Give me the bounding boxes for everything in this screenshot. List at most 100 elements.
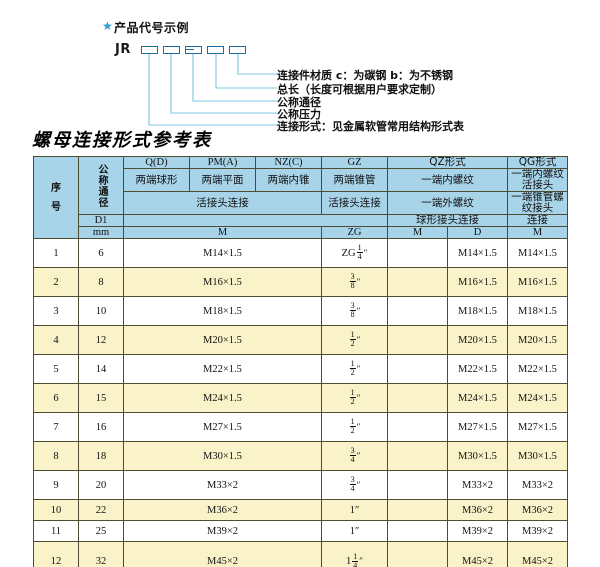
- leader-lines: [148, 54, 277, 126]
- cell-seq: 4: [33, 325, 79, 356]
- cell-seq: 10: [33, 499, 79, 522]
- cell-thread-m: M45×2: [123, 541, 322, 567]
- cell-qg-m: M27×1.5: [507, 412, 568, 443]
- annotation-nominal-bore: 公称通径: [277, 96, 321, 109]
- code-dash: [186, 49, 194, 51]
- annotation-material: 连接件材质 c：为碳钢 b：为不锈钢: [277, 69, 454, 82]
- cell-qz-d: M14×1.5: [447, 238, 508, 269]
- header-desc-nzc: 两端内锥: [255, 168, 322, 193]
- cell-thread-m: M27×1.5: [123, 412, 322, 443]
- cell-seq: 12: [33, 541, 79, 567]
- annotation-total-length: 总长（长度可根据用户要求定制）: [277, 83, 442, 96]
- table-title: 螺母连接形式参考表: [32, 130, 212, 151]
- cell-seq: 9: [33, 470, 79, 501]
- cell-gz-zg: 3 4 ″: [321, 441, 388, 472]
- cell-seq: 11: [33, 520, 79, 543]
- cell-thread-m: M39×2: [123, 520, 322, 543]
- header-conn-left: 活接头连接: [123, 191, 322, 216]
- cell-thread-m: M14×1.5: [123, 238, 322, 269]
- product-code-prefix: JR: [115, 42, 131, 57]
- header-nominal-bore-label: 公称通径: [96, 163, 107, 208]
- cell-gz-zg: 1 2 ″: [321, 412, 388, 443]
- header-conn2-qz: 球形接头连接: [387, 214, 508, 228]
- header-unit-qz-d: D: [447, 226, 508, 240]
- cell-qz-d: M39×2: [447, 520, 508, 543]
- header-conn-gz: 活接头连接: [321, 191, 388, 216]
- header-nominal-bore: 公称通径: [78, 155, 124, 216]
- header-unit-qz-m: M: [387, 226, 448, 240]
- header-desc-gz: 两端锥管: [321, 168, 388, 193]
- header-row-codes: 序 号 公称通径 Q(D) PM(A) NZ(C) GZ QZ形式 QG形式: [33, 155, 568, 240]
- cell-qz-m: [387, 325, 448, 356]
- header-seq: 序 号: [33, 155, 79, 240]
- cell-nominal-bore: 6: [78, 238, 124, 269]
- cell-seq: 8: [33, 441, 79, 472]
- cell-seq: 7: [33, 412, 79, 443]
- cell-qg-m: M20×1.5: [507, 325, 568, 356]
- cell-thread-m: M16×1.5: [123, 267, 322, 298]
- cell-qz-m: [387, 296, 448, 327]
- table-body: 16M14×1.5ZG14″M14×1.5M14×1.514″28M16×1.5…: [33, 238, 568, 567]
- cell-qz-d: M22×1.5: [447, 354, 508, 385]
- code-box-2: [163, 46, 180, 54]
- cell-gz-zg: 1 2 ″: [321, 354, 388, 385]
- cell-nominal-bore: 32: [78, 541, 124, 567]
- cell-qg-m: M16×1.5: [507, 267, 568, 298]
- cell-qz-d: M45×2: [447, 541, 508, 567]
- cell-qg-m: M22×1.5: [507, 354, 568, 385]
- header-row-connection-a: 活接头连接 活接头连接 一端外螺纹 一端锥管螺纹接头: [34, 191, 568, 216]
- header-group-qg: QG形式: [507, 155, 568, 170]
- cell-thread-m: M24×1.5: [123, 383, 322, 414]
- cell-qz-d: M18×1.5: [447, 296, 508, 327]
- header-unit-mm: mm: [78, 226, 124, 240]
- header-conn2-qg: 连接: [507, 214, 568, 228]
- cell-seq: 1: [33, 238, 79, 269]
- cell-gz-zg: 1 2 ″: [321, 383, 388, 414]
- cell-thread-m: M20×1.5: [123, 325, 322, 356]
- product-code-diagram: ★ 产品代号示例 JR 连接件材质 c：为碳钢 b：为不锈钢 总长: [0, 0, 600, 133]
- header-desc-pma: 两端平面: [189, 168, 256, 193]
- cell-nominal-bore: 14: [78, 354, 124, 385]
- cell-qz-d: M33×2: [447, 470, 508, 501]
- cell-qg-m: M39×2: [507, 520, 568, 543]
- cell-seq: 6: [33, 383, 79, 414]
- header-row-units: mm M ZG M D M ZG: [34, 226, 568, 240]
- cell-qz-d: M30×1.5: [447, 441, 508, 472]
- header-group-qz: QZ形式: [387, 155, 508, 170]
- cell-qg-m: M18×1.5: [507, 296, 568, 327]
- cell-thread-m: M30×1.5: [123, 441, 322, 472]
- cell-thread-m: M36×2: [123, 499, 322, 522]
- header-group-pma: PM(A): [189, 155, 256, 170]
- cell-nominal-bore: 10: [78, 296, 124, 327]
- cell-thread-m: M33×2: [123, 470, 322, 501]
- cell-qz-m: [387, 541, 448, 567]
- cell-qz-d: M27×1.5: [447, 412, 508, 443]
- header-blank-left: [123, 214, 388, 228]
- cell-gz-zg: 1″: [321, 499, 388, 522]
- cell-nominal-bore: 20: [78, 470, 124, 501]
- header-group-nzc: NZ(C): [255, 155, 322, 170]
- cell-nominal-bore: 8: [78, 267, 124, 298]
- cell-qz-d: M36×2: [447, 499, 508, 522]
- header-desc-qg: 一端内螺纹活接头: [507, 168, 568, 193]
- header-desc-qz: 一端内螺纹: [387, 168, 508, 193]
- header-seq-top: 序: [51, 182, 61, 194]
- cell-qz-m: [387, 383, 448, 414]
- header-group-qd: Q(D): [123, 155, 190, 170]
- cell-seq: 2: [33, 267, 79, 298]
- cell-nominal-bore: 22: [78, 499, 124, 522]
- cell-qg-m: M30×1.5: [507, 441, 568, 472]
- cell-gz-zg: 1″: [321, 520, 388, 543]
- header-unit-qg-m: M: [507, 226, 568, 240]
- cell-qz-m: [387, 441, 448, 472]
- cell-qz-m: [387, 238, 448, 269]
